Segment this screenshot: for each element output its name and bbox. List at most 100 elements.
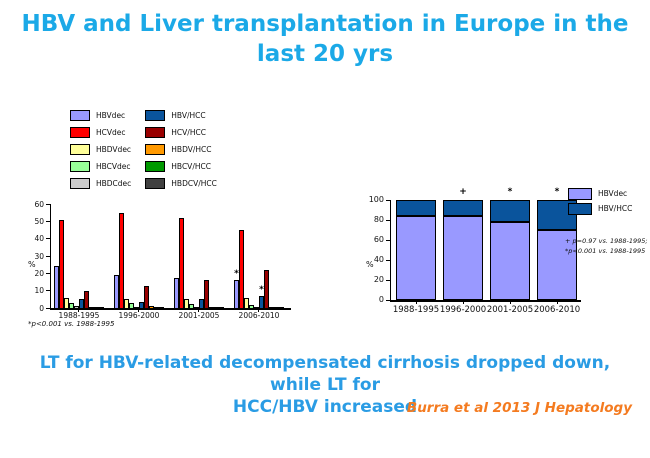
legend-swatch-HBDCV/HCC bbox=[145, 178, 166, 189]
title-line1: HBV and Liver transplantation in Europe … bbox=[21, 11, 629, 37]
bar-HCV/HCC bbox=[84, 290, 89, 308]
y-tick bbox=[46, 255, 51, 257]
legend-swatch-HBV/HCC bbox=[145, 110, 166, 121]
legend-item: HBV/HCC bbox=[145, 107, 217, 124]
legend-swatch-HBDVdec bbox=[70, 144, 90, 155]
x-tick-label: 2006-2010 bbox=[238, 311, 280, 320]
conclusion-text: LT for HBV-related decompensated cirrhos… bbox=[25, 352, 625, 418]
bar-HBDV/HCC bbox=[209, 306, 214, 308]
bar-HBCVdec bbox=[129, 302, 134, 308]
y-tick-label: 100 bbox=[368, 195, 384, 204]
x-tick bbox=[416, 300, 417, 304]
bar-HBV/HCC bbox=[79, 299, 84, 308]
legend-label: HBCVdec bbox=[96, 162, 131, 171]
segment-HBV/HCC bbox=[443, 200, 483, 216]
bar-HBCV/HCC bbox=[154, 306, 159, 308]
legend-item: HCVdec bbox=[70, 124, 131, 141]
bar-HCV/HCC bbox=[264, 269, 269, 308]
x-tick bbox=[198, 308, 199, 312]
legend-item: HBCVdec bbox=[70, 158, 131, 175]
y-tick-label: 0 bbox=[39, 303, 44, 313]
significance-marker: * bbox=[554, 187, 560, 197]
significance-marker: + bbox=[459, 187, 467, 197]
legend-swatch-HBVdec bbox=[70, 110, 90, 121]
y-tick bbox=[46, 290, 51, 292]
legend-item: HCV/HCC bbox=[145, 124, 217, 141]
x-tick-label: 2001-2005 bbox=[486, 305, 534, 315]
legend-label: HBDCV/HCC bbox=[171, 179, 217, 188]
x-tick-label: 1988-1995 bbox=[58, 311, 100, 320]
x-tick-label: 1996-2000 bbox=[439, 305, 487, 315]
message-line2: HCC/HBV increased bbox=[232, 397, 418, 418]
note-line1: + p=0.97 vs. 1988-1995; bbox=[565, 237, 648, 245]
bar-HBVdec bbox=[174, 277, 179, 308]
bar-HBCV/HCC bbox=[214, 306, 219, 308]
bar-HBDCdec bbox=[254, 306, 259, 308]
right-y-axis-label: % bbox=[366, 260, 374, 269]
y-tick-label: 20 bbox=[34, 268, 44, 278]
bar-group-2006-2010 bbox=[234, 230, 284, 308]
grouped-bar-chart: % 0 10 20 30 40 50 60 1988-1995 1996-2000 2001-20… bbox=[26, 198, 316, 338]
y-tick-label: 40 bbox=[373, 255, 384, 264]
x-tick bbox=[78, 308, 79, 312]
bar-HBCV/HCC bbox=[94, 306, 99, 308]
legend-label: HBV/HCC bbox=[171, 111, 206, 120]
bar-HBDV/HCC bbox=[149, 306, 154, 308]
bar-HCVdec bbox=[119, 212, 124, 308]
left-chart-footnote: *p<0.001 vs. 1988-1995 bbox=[28, 320, 115, 328]
legend-swatch-HCVdec bbox=[70, 127, 90, 138]
segment-HBVdec bbox=[443, 216, 483, 300]
slide-title: HBV and Liver transplantation in Europe … bbox=[0, 10, 650, 70]
bar-HBDV/HCC bbox=[269, 306, 274, 308]
bar-HBVdec bbox=[114, 275, 119, 308]
legend-item: HBDV/HCC bbox=[145, 141, 217, 158]
legend-item: HBDCV/HCC bbox=[145, 175, 217, 192]
y-tick bbox=[386, 199, 391, 201]
stacked-bar-2001-2005 bbox=[490, 200, 530, 300]
bar-HCV/HCC bbox=[144, 286, 149, 308]
y-tick bbox=[386, 299, 391, 301]
bar-HBVdec bbox=[54, 266, 59, 308]
left-y-axis-label: % bbox=[28, 260, 36, 269]
legend-swatch-HBV/HCC bbox=[568, 202, 592, 215]
bar-HCVdec bbox=[179, 217, 184, 308]
x-tick-label: 1988-1995 bbox=[392, 305, 440, 315]
y-tick-label: 40 bbox=[34, 234, 44, 244]
legend-item: HBDCdec bbox=[70, 175, 131, 192]
bar-HBV/HCC bbox=[259, 295, 264, 308]
segment-HBV/HCC bbox=[396, 200, 436, 216]
bar-HBCVdec bbox=[189, 303, 194, 308]
x-tick-label: 2006-2010 bbox=[533, 305, 581, 315]
significance-marker: * bbox=[507, 187, 513, 197]
significance-marker: * bbox=[234, 269, 239, 280]
bar-HBDV/HCC bbox=[89, 306, 94, 308]
stacked-bar-chart: % 0 20 40 60 80 100 1988-1995 +1996-2000 * 2001-2… bbox=[362, 176, 650, 326]
y-tick-label: 60 bbox=[373, 235, 384, 244]
legend-column-1: HBVdec HCVdec HBDVdec HBCVdec HBDCdec bbox=[70, 107, 131, 192]
legend-label: HCV/HCC bbox=[171, 128, 206, 137]
grouped-bar-plot-area: 0 10 20 30 40 50 60 1988-1995 1996-2000 2001-2005… bbox=[34, 200, 291, 320]
legend-label: HBVdec bbox=[598, 189, 628, 198]
y-tick bbox=[386, 279, 391, 281]
legend-label: HBVdec bbox=[96, 111, 126, 120]
y-tick bbox=[46, 307, 51, 309]
bar-HCVdec bbox=[239, 230, 244, 308]
legend-label: HBCV/HCC bbox=[171, 162, 211, 171]
bar-HBVdec bbox=[234, 280, 239, 308]
bar-HBDCV/HCC bbox=[219, 306, 224, 308]
segment-HBV/HCC bbox=[490, 200, 530, 222]
bar-HBDVdec bbox=[64, 297, 69, 308]
stacked-bar-2006-2010 bbox=[537, 200, 577, 300]
legend-swatch-HBDV/HCC bbox=[145, 144, 166, 155]
legend-swatch-HBCV/HCC bbox=[145, 161, 166, 172]
bar-group-1988-1995 bbox=[54, 219, 104, 308]
legend-item: HBCV/HCC bbox=[145, 158, 217, 175]
legend-item: HBDVdec bbox=[70, 141, 131, 158]
bar-group-2001-2005 bbox=[174, 217, 224, 308]
y-tick-label: 60 bbox=[34, 199, 44, 209]
legend-item: HBVdec bbox=[70, 107, 131, 124]
message-line1: LT for HBV-related decompensated cirrhos… bbox=[39, 353, 611, 396]
citation-text: Burra et al 2013 J Hepatology bbox=[406, 400, 632, 416]
y-tick bbox=[46, 238, 51, 240]
